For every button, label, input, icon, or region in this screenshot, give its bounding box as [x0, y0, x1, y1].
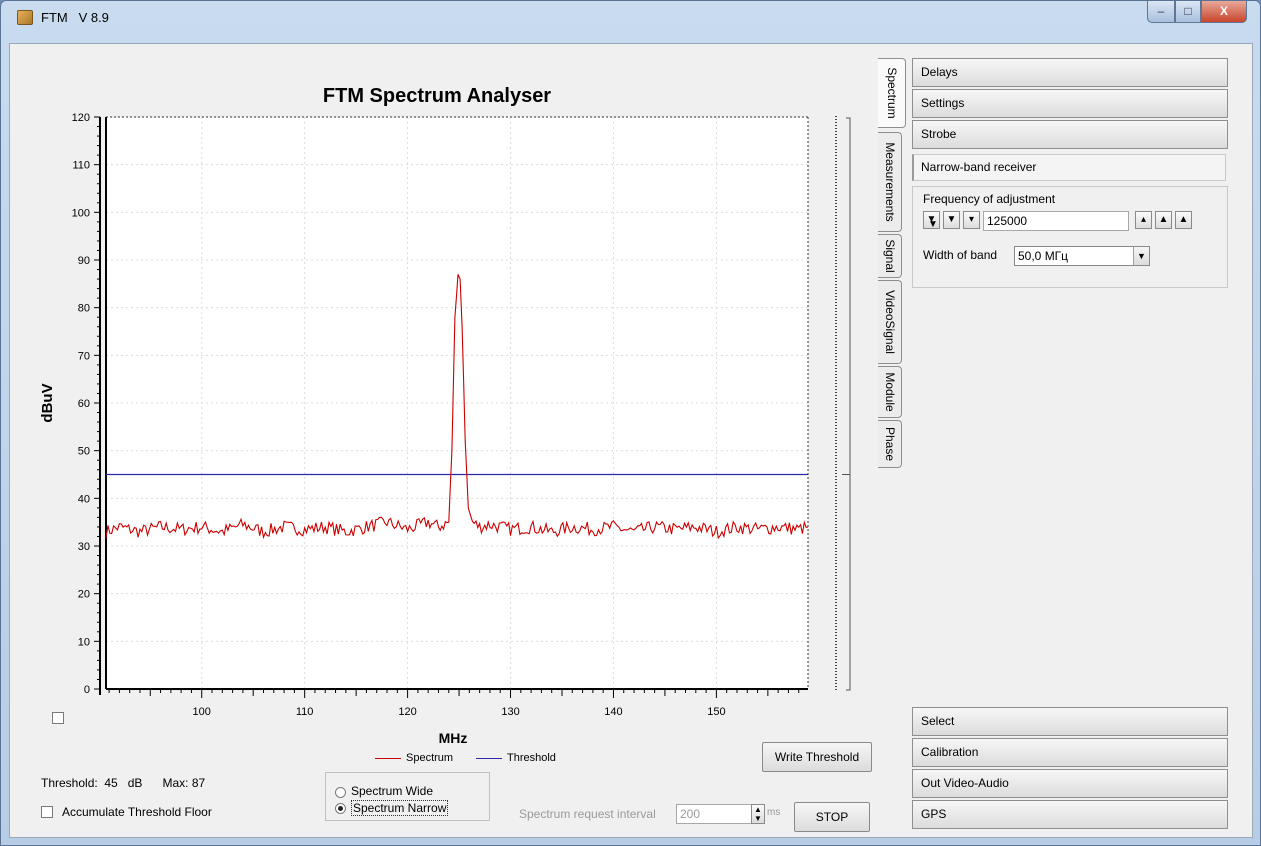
y-tick-label: 60: [78, 398, 90, 410]
settings-button[interactable]: Settings: [912, 89, 1228, 118]
chart-title: FTM Spectrum Analyser: [323, 85, 551, 107]
y-tick-label: 0: [84, 684, 90, 696]
app-name: FTM: [41, 10, 68, 25]
tab-spectrum-label: Spectrum: [884, 67, 899, 119]
y-axis-label: dBuV: [39, 383, 56, 422]
interval-unit: ms: [767, 807, 781, 818]
strobe-button[interactable]: Strobe: [912, 120, 1228, 149]
tab-videosignal[interactable]: VideoSignal: [878, 280, 902, 364]
select-button[interactable]: Select: [912, 707, 1228, 736]
freq-medium-up-icon[interactable]: ▲: [1155, 211, 1172, 229]
narrowband-header[interactable]: Narrow-band receiver: [912, 154, 1226, 181]
x-tick-label: 110: [296, 706, 314, 718]
chevron-down-icon: ▼: [1133, 247, 1149, 265]
app-version: V 8.9: [78, 10, 109, 25]
close-button[interactable]: X: [1201, 1, 1247, 23]
spectrum-narrow-label: Spectrum Narrow: [351, 800, 449, 816]
vertical-tab-strip: Spectrum Measurements Signal VideoSignal…: [878, 58, 906, 838]
accumulate-checkbox[interactable]: [41, 806, 53, 818]
tab-measurements-label: Measurements: [882, 142, 897, 222]
x-tick-label: 120: [398, 706, 416, 718]
x-tick-label: 100: [193, 706, 211, 718]
y-tick-label: 10: [78, 636, 90, 648]
chart-checkbox[interactable]: [52, 712, 64, 724]
freq-step-down-icon[interactable]: ▾: [963, 211, 980, 229]
interval-spinner[interactable]: ▲ ▼: [751, 804, 765, 824]
tab-phase-label: Phase: [882, 426, 897, 462]
freq-medium-down-icon[interactable]: ▼: [943, 211, 960, 229]
tab-module-label: Module: [882, 372, 897, 412]
stop-button[interactable]: STOP: [794, 802, 870, 832]
side-scale-bracket: [846, 117, 851, 691]
band-width-value: 50,0 МГц: [1018, 249, 1069, 263]
spectrum-wide-radio[interactable]: [335, 787, 346, 798]
freq-fast-up-icon[interactable]: ▲: [1175, 211, 1192, 229]
maximize-button[interactable]: □: [1175, 1, 1201, 23]
legend-threshold-swatch: [476, 758, 502, 759]
write-threshold-button[interactable]: Write Threshold: [762, 742, 872, 772]
tab-module[interactable]: Module: [878, 366, 902, 418]
x-tick-label: 130: [501, 706, 519, 718]
spectrum-narrow-radio[interactable]: [335, 803, 346, 814]
tab-signal-label: Signal: [882, 239, 897, 273]
x-tick-label: 150: [707, 706, 725, 718]
spectrum-mode-group: Spectrum Wide Spectrum Narrow: [325, 772, 490, 821]
window-title: FTM V 8.9: [41, 10, 109, 25]
band-width-select[interactable]: 50,0 МГц ▼: [1014, 246, 1150, 266]
tab-phase[interactable]: Phase: [878, 420, 902, 468]
app-box-icon: [17, 10, 33, 25]
y-tick-label: 90: [78, 255, 90, 267]
tab-measurements[interactable]: Measurements: [878, 132, 902, 232]
threshold-unit: dB: [127, 776, 143, 790]
title-bar: FTM V 8.9 – □ X: [1, 1, 1260, 33]
gps-button[interactable]: GPS: [912, 800, 1228, 829]
frequency-input[interactable]: 125000: [983, 211, 1129, 231]
threshold-value: 45: [104, 776, 118, 790]
y-tick-label: 40: [78, 493, 90, 505]
frequency-label: Frequency of adjustment: [923, 192, 1056, 206]
out-video-audio-button[interactable]: Out Video-Audio: [912, 769, 1228, 798]
client-area: 0 10 20 30 40 50 60 70 80 90 100 110 120 100 110 120 130…: [9, 43, 1253, 838]
x-tick-label: 140: [604, 706, 622, 718]
narrowband-panel: Frequency of adjustment ▼ ▼ ▼ ▾ 125000 ▴ …: [912, 186, 1228, 288]
calibration-button[interactable]: Calibration: [912, 738, 1228, 767]
y-tick-label: 100: [72, 207, 90, 219]
tab-videosignal-label: VideoSignal: [882, 290, 897, 354]
y-tick-label: 120: [72, 112, 90, 124]
x-axis-label: MHz: [439, 730, 468, 743]
spectrum-chart: 0 10 20 30 40 50 60 70 80 90 100 110 120 100 110 120 130…: [30, 58, 880, 743]
interval-label: Spectrum request interval: [519, 807, 656, 821]
legend-threshold-label: Threshold: [507, 752, 556, 764]
band-width-label: Width of band: [923, 248, 998, 262]
y-tick-label: 110: [72, 160, 90, 172]
freq-step-up-icon[interactable]: ▴: [1135, 211, 1152, 229]
freq-fast-down-icon[interactable]: ▼ ▼: [923, 211, 940, 230]
legend-spectrum-swatch: [375, 758, 401, 759]
spectrum-series-line: [105, 274, 809, 540]
y-tick-label: 80: [78, 303, 90, 315]
legend-spectrum-label: Spectrum: [406, 752, 454, 764]
spectrum-wide-label: Spectrum Wide: [351, 784, 434, 798]
y-tick-label: 50: [78, 446, 90, 458]
tab-spectrum[interactable]: Spectrum: [878, 58, 906, 128]
y-tick-label: 30: [78, 541, 90, 553]
minimize-button[interactable]: –: [1147, 1, 1175, 23]
chart-svg: 0 10 20 30 40 50 60 70 80 90 100 110 120 100 110 120 130…: [39, 85, 851, 743]
threshold-readout: Threshold: 45 dB Max: 87: [41, 776, 205, 790]
max-value: 87: [191, 776, 206, 790]
interval-input[interactable]: 200: [676, 804, 752, 824]
accumulate-label: Accumulate Threshold Floor: [62, 805, 212, 819]
threshold-label: Threshold:: [41, 776, 98, 790]
y-tick-label: 20: [78, 589, 90, 601]
y-tick-label: 70: [78, 350, 90, 362]
max-label: Max:: [162, 776, 189, 790]
tab-signal[interactable]: Signal: [878, 234, 902, 278]
delays-button[interactable]: Delays: [912, 58, 1228, 87]
